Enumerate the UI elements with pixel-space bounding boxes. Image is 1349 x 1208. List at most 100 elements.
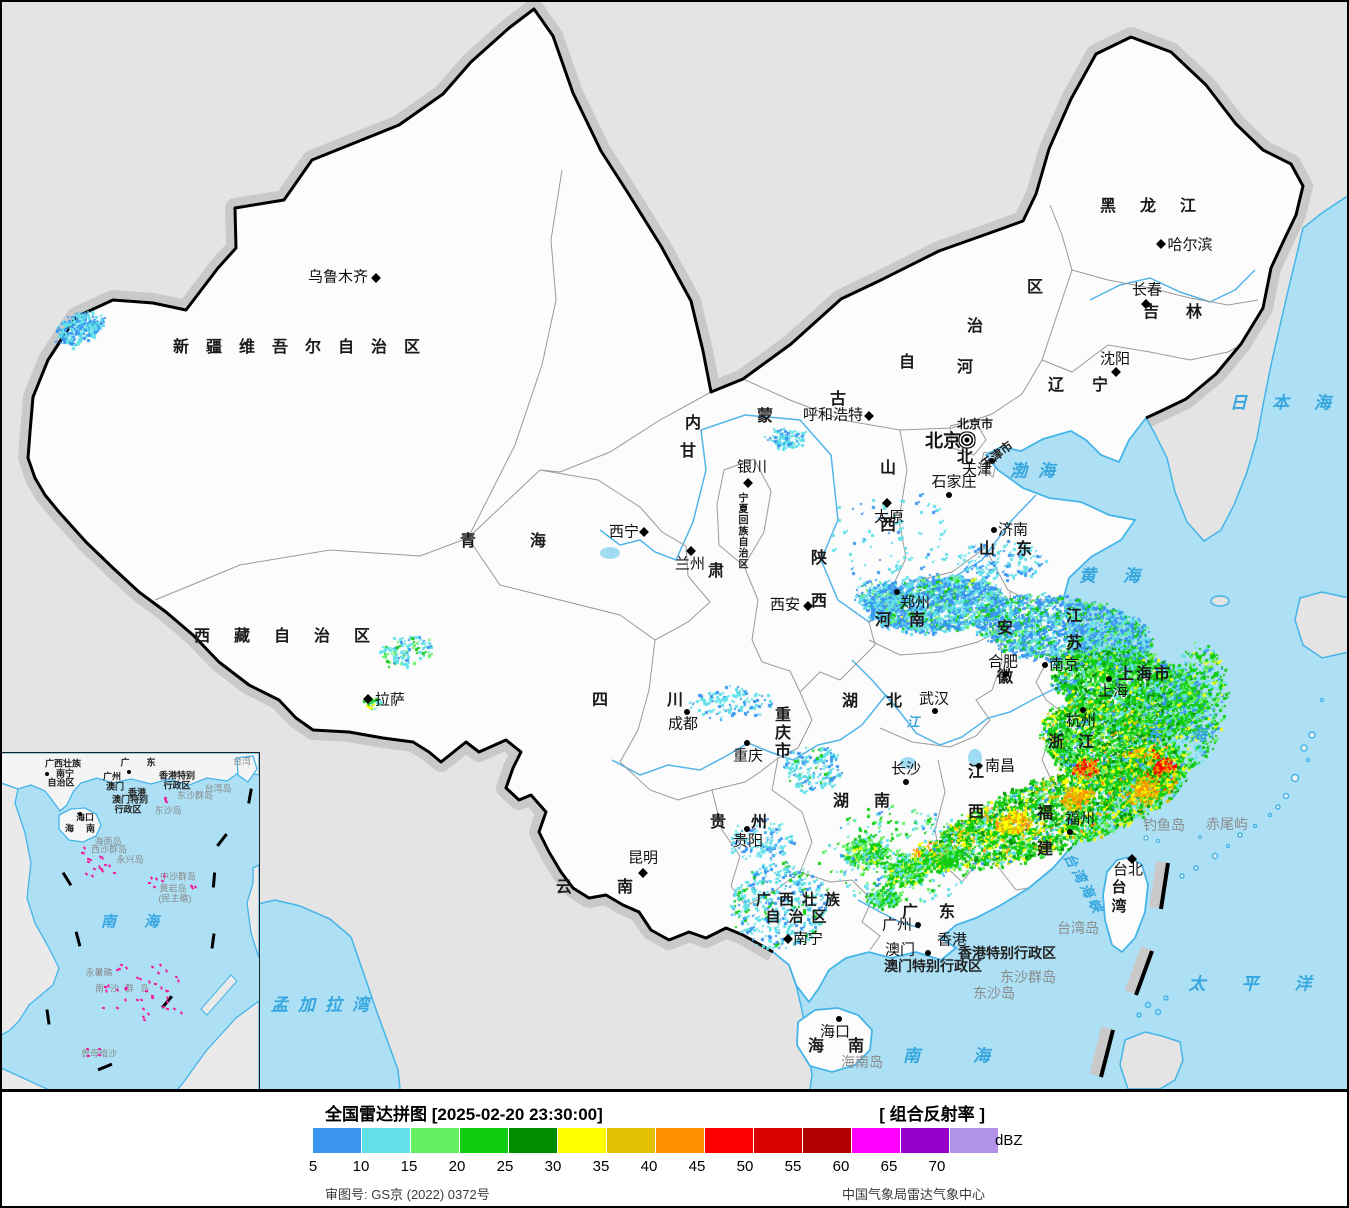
inset-hainan [58, 807, 102, 843]
city-label: 福州 [1064, 810, 1096, 828]
inset-island-label: 黄岩岛 [159, 883, 187, 894]
province-label: 云南 [555, 879, 679, 896]
city-label: 长沙 [890, 760, 922, 778]
city-label: 济南 [997, 521, 1029, 539]
city-label: 南昌 [984, 757, 1016, 775]
sea-label: 台湾海峡 [1060, 850, 1108, 918]
inset-island-label: 中沙群岛 [159, 871, 197, 882]
city-label: 海口 [819, 1023, 851, 1041]
city-label: 台北 [1112, 861, 1144, 879]
city-label: 北京 [925, 431, 961, 451]
province-label: 山西 [877, 459, 894, 573]
province-label: 古 [829, 391, 847, 408]
province-label: 新疆维吾尔自治区 [172, 339, 438, 356]
inset-admin-label: 广 [120, 757, 130, 768]
city-label: 拉萨 [374, 691, 406, 709]
province-label: 江西 [965, 763, 982, 843]
city-label: 西宁 [608, 523, 640, 541]
city-marker [946, 492, 952, 498]
inset-reef-mark [162, 1005, 166, 1008]
inset-island-label: 东沙群岛 [176, 790, 214, 801]
inset-admin-label: 香港特别 [158, 770, 196, 781]
inset-reef-mark [119, 963, 123, 967]
inset-island-label: 西沙群岛 [90, 844, 128, 855]
colorbar-cell-55 [803, 1128, 852, 1153]
city-label: 南京 [1048, 656, 1080, 674]
colorbar-cell-70 [950, 1128, 999, 1153]
colorbar-tick: 25 [496, 1158, 514, 1175]
province-label: 甘 [679, 443, 697, 460]
city-label: 乌鲁木齐 [307, 268, 369, 286]
colorbar-tick: 55 [784, 1158, 802, 1175]
colorbar-cell-65 [901, 1128, 950, 1153]
city-marker [1003, 671, 1009, 677]
city-marker [1106, 676, 1112, 682]
city-label: 广州 [881, 916, 913, 934]
sea-label: 渤海 [1010, 461, 1066, 481]
city-label: 兰州 [674, 555, 706, 573]
province-label: 吉林 [1142, 304, 1230, 321]
inset-reef-mark [164, 969, 168, 973]
city-label: 银川 [736, 458, 768, 476]
province-label: 治 [966, 318, 984, 335]
island-label: 海南岛 [841, 1054, 883, 1070]
inset-admin-label: 广州 [102, 771, 122, 782]
sea-label: 东海 [1146, 725, 1234, 745]
city-marker [783, 934, 793, 944]
inset-reef-mark [107, 984, 110, 988]
province-label: 区 [1026, 279, 1044, 296]
inset-reef-mark [123, 998, 127, 1002]
city-label: 昆明 [627, 849, 659, 867]
inset-svg [1, 753, 259, 1089]
city-marker [932, 708, 938, 714]
inset-reef-mark [123, 987, 127, 991]
province-label: 蒙 [756, 408, 774, 425]
province-label: 台湾 [1109, 879, 1127, 917]
city-label: 贵阳 [732, 832, 764, 850]
inset-admin-label: 澳门特别 [111, 794, 149, 805]
city-marker [1080, 707, 1086, 713]
province-label: 四川 [591, 692, 743, 709]
colorbar-tick: 65 [880, 1158, 898, 1175]
province-label: 宁夏回族自治区 [736, 492, 747, 570]
province-label: 河北 [954, 358, 971, 538]
province-label: 西藏自治区 [193, 628, 395, 645]
province-label: 广西壮族 [755, 891, 849, 909]
capital-marker [964, 437, 970, 443]
china-radar-map: 黑龙江 吉林 辽宁内蒙古自治区新疆维吾尔自治区 西藏自治区 青海甘肃陕西 山西 河北 山东 河南… [0, 0, 1349, 1092]
colorbar-tick: 35 [592, 1158, 610, 1175]
city-label: 长春 [1131, 281, 1163, 299]
colorbar-ticks: 5 10 15 20 25 30 35 40 45 50 55 60 65 70 [0, 1158, 1349, 1176]
city-marker [744, 740, 750, 746]
colorbar-tick: 30 [544, 1158, 562, 1175]
inset-reef-mark [163, 796, 167, 800]
inset-admin-label: 海南 [64, 823, 108, 834]
agency-credit: 中国气象局雷达气象中心 [841, 1187, 985, 1202]
inset-admin-label: 东 [146, 757, 156, 768]
colorbar-cell-40 [656, 1128, 705, 1153]
inset-island-label: 南沙群岛 [95, 984, 155, 994]
inset-island-label: 台湾岛 [204, 783, 232, 794]
city-label: 澳门 [884, 941, 916, 959]
inset-city-marker [78, 812, 82, 816]
city-marker [1067, 829, 1073, 835]
city-label: 郑州 [899, 594, 931, 612]
sea-label: 太平洋 [1188, 974, 1348, 994]
province-label: 重庆市 [772, 706, 789, 760]
city-marker [915, 922, 921, 928]
city-marker [684, 709, 690, 715]
province-label: 自 [898, 354, 916, 371]
city-label: 沈阳 [1099, 350, 1131, 368]
island-label: 东沙群岛 [1000, 969, 1056, 985]
colorbar-cell-50 [754, 1128, 803, 1153]
province-label: 福建 [1034, 804, 1051, 876]
inset-island-label: 永兴岛 [116, 854, 144, 865]
inset-admin-label: 行政区 [114, 804, 142, 815]
admin-label: 北京市 [956, 417, 994, 431]
map-approval-number: 审图号: GS京 (2022) 0372号 [325, 1187, 490, 1202]
colorbar-tick: 15 [400, 1158, 418, 1175]
city-label: 重庆 [732, 747, 764, 765]
province-label: 湖南 [832, 793, 916, 810]
city-marker [638, 868, 648, 878]
